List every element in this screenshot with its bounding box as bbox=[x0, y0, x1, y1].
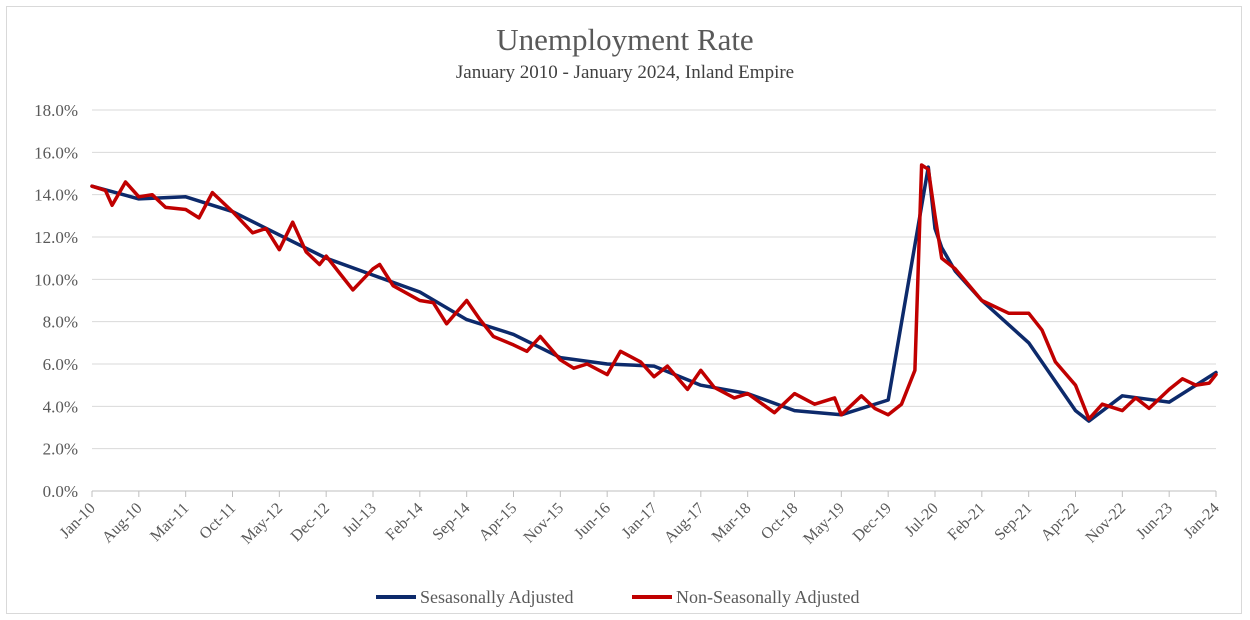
y-tick-label: 4.0% bbox=[43, 397, 78, 416]
y-tick-label: 12.0% bbox=[34, 228, 78, 247]
x-tick-label: Jun-16 bbox=[571, 500, 614, 543]
y-tick-label: 0.0% bbox=[43, 482, 78, 501]
series-line-1 bbox=[90, 165, 1218, 423]
y-tick-label: 14.0% bbox=[34, 186, 78, 205]
x-tick-label: Dec-12 bbox=[288, 500, 333, 545]
x-tick-label: May-19 bbox=[800, 500, 848, 548]
x-tick-label: Mar-11 bbox=[147, 500, 192, 545]
x-tick-label: Oct-18 bbox=[758, 500, 801, 543]
y-tick-label: 10.0% bbox=[34, 270, 78, 289]
x-tick-label: Jul-13 bbox=[340, 500, 380, 540]
x-tick-label: Jul-20 bbox=[902, 500, 942, 540]
legend-label: Non-Seasonally Adjusted bbox=[676, 587, 859, 607]
x-tick-label: Oct-11 bbox=[196, 500, 239, 543]
x-tick-label: Jan-24 bbox=[1181, 500, 1223, 542]
x-tick-label: Aug-10 bbox=[99, 500, 146, 547]
x-tick-label: Mar-18 bbox=[709, 500, 755, 546]
x-tick-label: Aug-17 bbox=[661, 500, 708, 547]
y-tick-label: 2.0% bbox=[43, 440, 78, 459]
x-tick-label: Jun-23 bbox=[1133, 500, 1176, 543]
y-tick-label: 16.0% bbox=[34, 143, 78, 162]
legend-label: Sesasonally Adjusted bbox=[420, 587, 574, 607]
y-tick-label: 6.0% bbox=[43, 355, 78, 374]
chart-title: Unemployment Rate bbox=[496, 22, 754, 57]
x-tick-label: Jan-10 bbox=[57, 500, 99, 542]
x-tick-label: Nov-22 bbox=[1083, 500, 1130, 547]
x-tick-label: Nov-15 bbox=[521, 500, 568, 547]
chart-subtitle: January 2010 - January 2024, Inland Empi… bbox=[455, 62, 795, 83]
x-tick-label: Apr-22 bbox=[1038, 500, 1082, 544]
x-tick-label: Jan-17 bbox=[619, 500, 661, 542]
series-line-2 bbox=[90, 163, 1218, 421]
x-tick-label: May-12 bbox=[238, 500, 286, 548]
y-tick-label: 18.0% bbox=[34, 101, 78, 120]
chart-frame bbox=[6, 6, 1242, 614]
x-tick-label: Sep-14 bbox=[429, 500, 473, 544]
x-tick-label: Sep-21 bbox=[991, 500, 1035, 544]
x-tick-label: Apr-15 bbox=[476, 500, 520, 544]
x-tick-label: Feb-14 bbox=[383, 500, 427, 544]
x-tick-label: Feb-21 bbox=[945, 500, 989, 544]
x-tick-label: Dec-19 bbox=[850, 500, 895, 545]
y-tick-label: 8.0% bbox=[43, 313, 78, 332]
